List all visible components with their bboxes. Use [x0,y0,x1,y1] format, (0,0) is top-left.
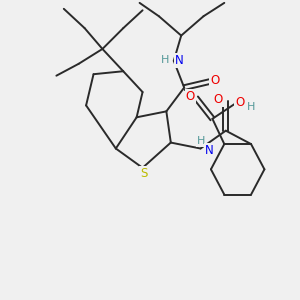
Text: H: H [161,55,169,65]
Text: O: O [236,96,245,109]
Text: H: H [247,103,255,112]
Text: N: N [175,54,184,67]
Text: S: S [140,167,148,180]
Text: O: O [214,93,223,106]
Text: O: O [185,90,195,103]
Text: O: O [210,74,219,87]
Text: H: H [197,136,205,146]
Text: N: N [205,143,214,157]
